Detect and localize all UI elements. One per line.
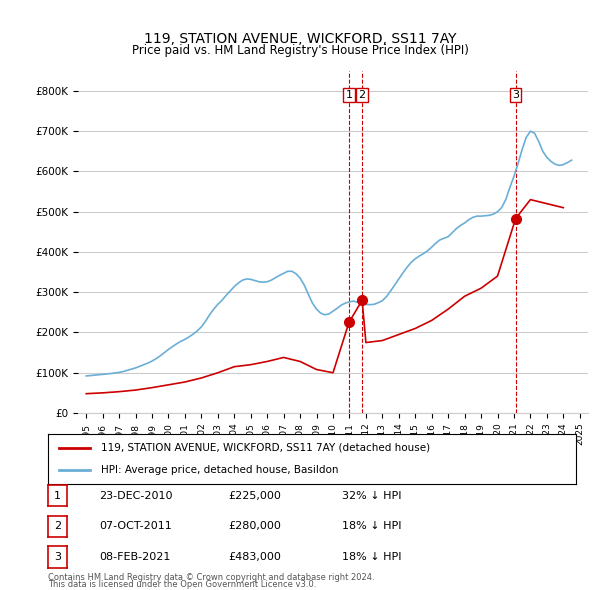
Text: 18% ↓ HPI: 18% ↓ HPI <box>342 552 401 562</box>
Text: 07-OCT-2011: 07-OCT-2011 <box>99 522 172 531</box>
Text: £483,000: £483,000 <box>228 552 281 562</box>
Text: 08-FEB-2021: 08-FEB-2021 <box>99 552 170 562</box>
Text: 32% ↓ HPI: 32% ↓ HPI <box>342 491 401 500</box>
Text: 2: 2 <box>54 522 61 531</box>
Text: 3: 3 <box>54 552 61 562</box>
Text: £280,000: £280,000 <box>228 522 281 531</box>
Text: 1: 1 <box>346 90 352 100</box>
Text: £225,000: £225,000 <box>228 491 281 500</box>
Text: 1: 1 <box>54 491 61 500</box>
Text: This data is licensed under the Open Government Licence v3.0.: This data is licensed under the Open Gov… <box>48 580 316 589</box>
Text: HPI: Average price, detached house, Basildon: HPI: Average price, detached house, Basi… <box>101 465 338 475</box>
Text: 2: 2 <box>359 90 365 100</box>
Text: 23-DEC-2010: 23-DEC-2010 <box>99 491 173 500</box>
Text: 119, STATION AVENUE, WICKFORD, SS11 7AY (detached house): 119, STATION AVENUE, WICKFORD, SS11 7AY … <box>101 442 430 453</box>
Text: 3: 3 <box>512 90 519 100</box>
Text: 18% ↓ HPI: 18% ↓ HPI <box>342 522 401 531</box>
Text: Contains HM Land Registry data © Crown copyright and database right 2024.: Contains HM Land Registry data © Crown c… <box>48 573 374 582</box>
Text: Price paid vs. HM Land Registry's House Price Index (HPI): Price paid vs. HM Land Registry's House … <box>131 44 469 57</box>
Text: 119, STATION AVENUE, WICKFORD, SS11 7AY: 119, STATION AVENUE, WICKFORD, SS11 7AY <box>144 32 456 47</box>
